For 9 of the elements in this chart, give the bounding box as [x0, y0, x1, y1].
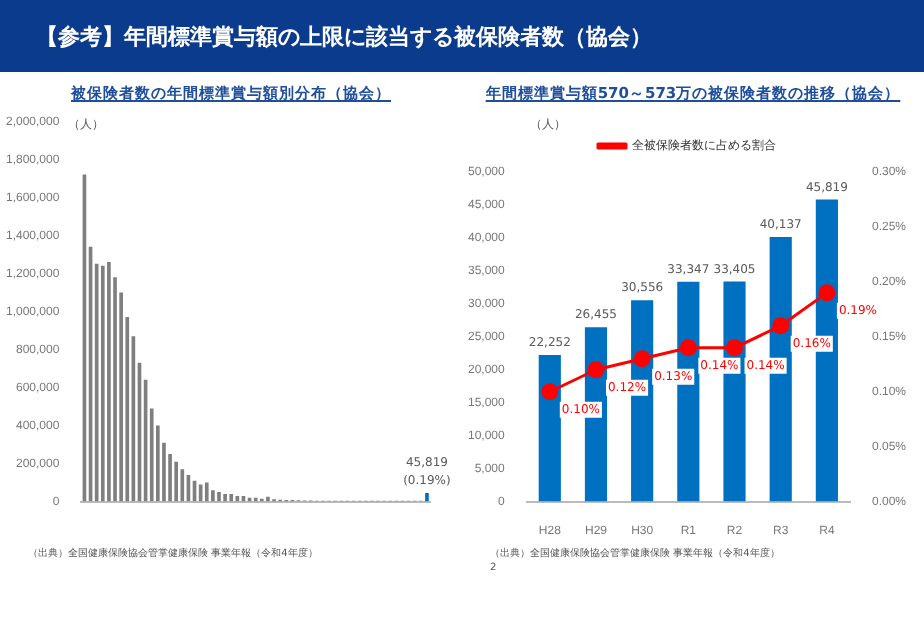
point	[587, 361, 605, 379]
point	[818, 284, 836, 302]
point	[541, 383, 559, 401]
point	[726, 339, 744, 357]
point	[679, 339, 697, 357]
bar	[538, 354, 561, 502]
chart-title: 【参考】年間標準賞与額の上限に該当する被保険者数（協会）	[0, 0, 924, 72]
point	[633, 350, 651, 368]
point	[772, 317, 790, 335]
